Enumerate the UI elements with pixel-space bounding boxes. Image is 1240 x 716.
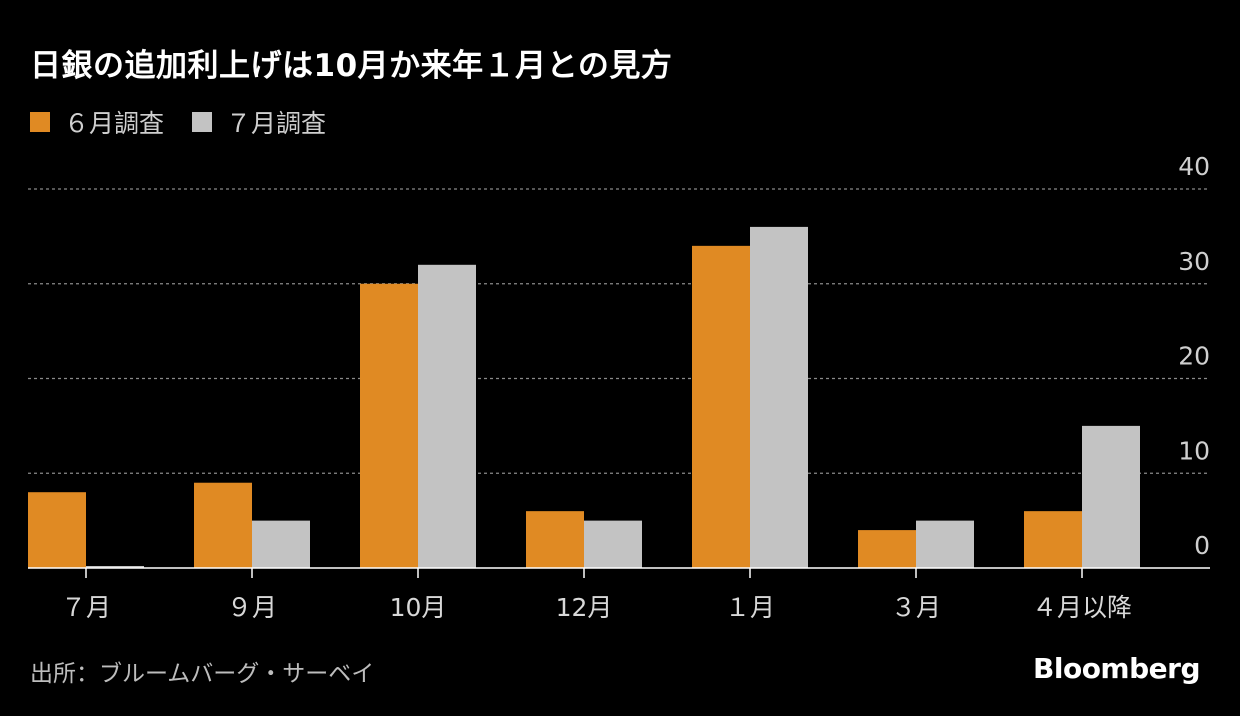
y-tick-label: 30 bbox=[1178, 247, 1210, 276]
x-tick-label: １月 bbox=[725, 593, 775, 622]
x-tick-label: 12月 bbox=[556, 593, 613, 622]
bloomberg-logo: Bloomberg bbox=[1033, 652, 1200, 685]
x-tick-label: ３月 bbox=[891, 593, 941, 622]
bar-june bbox=[28, 492, 86, 568]
bar-july bbox=[252, 521, 310, 568]
y-tick-label: 40 bbox=[1178, 152, 1210, 181]
y-tick-label: 10 bbox=[1178, 436, 1210, 465]
y-tick-label: 0 bbox=[1194, 531, 1210, 560]
x-tick-label: 10月 bbox=[390, 593, 447, 622]
x-tick-label: ９月 bbox=[227, 593, 277, 622]
bar-june bbox=[858, 530, 916, 568]
bar-june bbox=[1024, 511, 1082, 568]
bar-july bbox=[584, 521, 642, 568]
bar-june bbox=[360, 284, 418, 568]
bar-july bbox=[418, 265, 476, 568]
bar-june bbox=[194, 483, 252, 568]
bar-june bbox=[526, 511, 584, 568]
source-note: 出所：ブルームバーグ・サーベイ bbox=[30, 654, 374, 688]
bar-july bbox=[1082, 426, 1140, 568]
bar-july bbox=[916, 521, 974, 568]
bar-july bbox=[750, 227, 808, 568]
x-tick-label: ４月以降 bbox=[1032, 593, 1132, 622]
x-tick-label: ７月 bbox=[61, 593, 111, 622]
y-tick-label: 20 bbox=[1178, 342, 1210, 371]
bar-june bbox=[692, 246, 750, 568]
